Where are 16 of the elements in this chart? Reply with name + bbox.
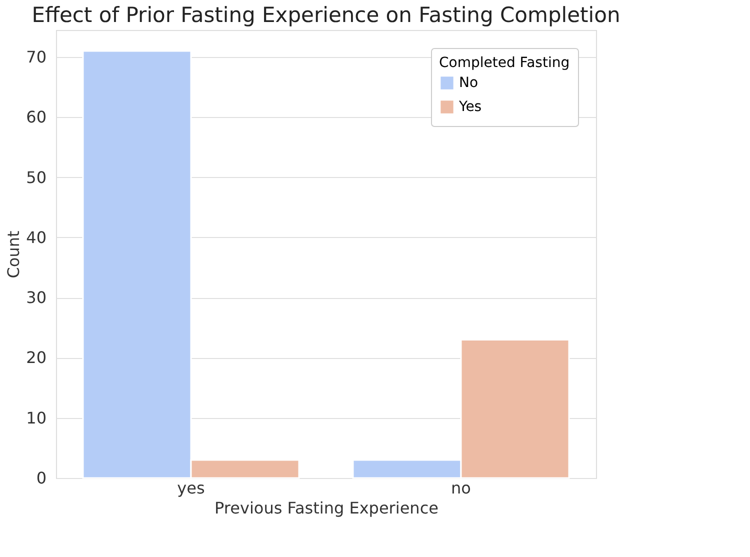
y-axis-title: Count [4, 230, 24, 278]
legend-label: Yes [458, 99, 482, 115]
y-tick-label: 0 [36, 468, 46, 488]
y-tick-label: 40 [26, 228, 46, 247]
y-tick-label: 20 [26, 348, 46, 368]
x-tick-label: yes [177, 478, 205, 498]
y-tick-label: 60 [26, 108, 46, 127]
y-tick-label: 30 [26, 288, 46, 308]
y-tick-label: 10 [26, 408, 46, 428]
x-tick-label: no [451, 478, 471, 498]
legend-label: No [459, 75, 478, 91]
y-tick-label: 50 [26, 168, 46, 187]
chart-title: Effect of Prior Fasting Experience on Fasting Completion [32, 3, 620, 27]
legend-title: Completed Fasting [439, 55, 570, 71]
y-tick-label: 70 [26, 48, 46, 67]
x-axis-title: Previous Fasting Experience [214, 498, 438, 518]
